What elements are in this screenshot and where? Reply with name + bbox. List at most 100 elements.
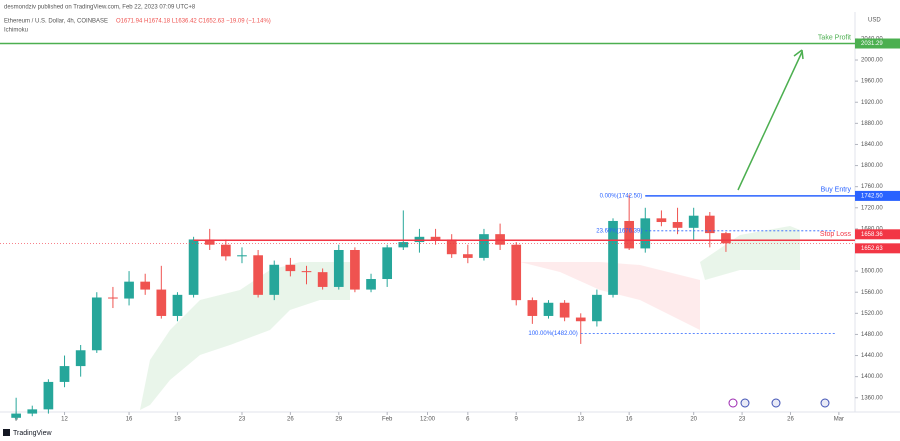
price-tag-label: 1658.36 — [861, 232, 883, 238]
candle-body — [221, 244, 231, 257]
y-tick-label: 1960.00 — [861, 79, 883, 85]
level-name: Buy Entry — [821, 187, 852, 194]
x-tick-label: 16 — [126, 417, 133, 423]
y-tick-label: 1840.00 — [861, 142, 883, 148]
candle-body — [721, 233, 731, 244]
candle-body — [237, 255, 247, 257]
x-tick-label: Mar — [834, 417, 844, 423]
cloud — [520, 262, 700, 330]
y-tick-label: 1480.00 — [861, 332, 883, 338]
candle-body — [446, 239, 457, 255]
price-tag-label: 2031.29 — [861, 41, 883, 47]
cloud — [700, 226, 800, 280]
y-tick-label: 1600.00 — [861, 269, 883, 275]
candle-body — [527, 300, 538, 316]
publisher: desmondziv published on TradingView.com,… — [4, 5, 196, 11]
x-tick-label: 12:00 — [420, 417, 436, 423]
candle-body — [124, 281, 134, 299]
currency: USD — [868, 18, 881, 24]
y-tick-label: 1400.00 — [861, 374, 883, 380]
y-tick-label: 1360.00 — [861, 395, 883, 401]
candle-body — [11, 413, 21, 418]
brand: TradingView — [13, 430, 52, 437]
candle-body — [479, 234, 489, 258]
x-tick-label: 29 — [335, 417, 342, 423]
candle-body — [333, 249, 344, 287]
ohlc: O1671.94 H1674.18 L1636.42 C1652.63 −19.… — [116, 19, 271, 25]
y-tick-label: 1560.00 — [861, 290, 883, 296]
candle-body — [43, 381, 54, 410]
candle-body — [140, 281, 151, 290]
event-icon — [740, 398, 750, 408]
candle-body — [301, 271, 312, 273]
candle-body — [27, 409, 38, 414]
x-tick-label: 26 — [787, 417, 794, 423]
fib-label: 100.00%(1482.00) — [528, 331, 577, 337]
candle-body — [350, 249, 360, 290]
x-tick-label: 16 — [626, 417, 633, 423]
candle-body — [495, 234, 505, 245]
candle-body — [688, 215, 699, 228]
x-tick-label: 23 — [739, 417, 746, 423]
price-tag-label: 1742.50 — [861, 193, 883, 199]
candle-body — [592, 294, 602, 322]
x-tick-label: 23 — [239, 417, 246, 423]
x-tick-label: 19 — [174, 417, 181, 423]
y-tick-label: 2000.00 — [861, 58, 883, 64]
y-tick-label: 1920.00 — [861, 100, 883, 106]
cloud — [140, 262, 350, 410]
candle-body — [672, 222, 683, 228]
candle-body — [430, 236, 441, 240]
arrow-head — [793, 49, 804, 60]
y-tick-label: 1880.00 — [861, 121, 883, 127]
x-tick-label: 26 — [287, 417, 294, 423]
candle-body — [108, 297, 118, 299]
x-tick-label: 12 — [61, 417, 68, 423]
candle-body — [398, 242, 409, 248]
price-tag — [855, 38, 900, 49]
y-tick-label: 1720.00 — [861, 205, 883, 211]
price-tag — [855, 243, 900, 254]
candle-body — [414, 236, 425, 243]
candle-body — [608, 220, 618, 295]
candle-body — [269, 264, 280, 295]
candle-body — [285, 264, 296, 272]
level-name: Stop Loss — [820, 231, 852, 238]
y-tick-label: 1760.00 — [861, 184, 883, 190]
candle-body — [462, 254, 473, 258]
candle-body — [543, 302, 554, 316]
x-tick-label: Feb — [382, 417, 393, 423]
price-tag — [855, 190, 900, 201]
candle-body — [656, 218, 667, 223]
candle-body — [366, 279, 376, 290]
candle-body — [317, 272, 328, 287]
price-tag-label: 1652.63 — [861, 246, 883, 252]
candle-body — [156, 289, 167, 316]
event-icon — [728, 398, 738, 408]
candle-body — [91, 297, 102, 351]
symbol: Ethereum / U.S. Dollar, 4h, COINBASE — [4, 19, 108, 25]
fib-label: 23.60%(1676.39) — [596, 228, 642, 234]
arrow — [737, 51, 803, 191]
candle-body — [511, 244, 522, 301]
y-tick-label: 1800.00 — [861, 163, 883, 169]
x-tick-label: 13 — [577, 417, 584, 423]
x-tick-label: 9 — [515, 417, 519, 423]
x-tick-label: 20 — [690, 417, 697, 423]
candle-body — [172, 294, 183, 316]
candle-body — [204, 239, 215, 245]
fib-label: 0.00%(1742.50) — [600, 193, 643, 199]
candle-body — [575, 317, 586, 322]
candle-body — [75, 350, 86, 367]
candle-body — [59, 366, 70, 382]
candle-body — [253, 255, 263, 295]
candle-body — [382, 247, 393, 280]
event-icon — [771, 398, 781, 408]
candle-body — [624, 220, 634, 249]
candle-body — [704, 215, 715, 234]
y-tick-label: 1440.00 — [861, 353, 883, 359]
candle-body — [559, 302, 570, 318]
y-tick-label: 1520.00 — [861, 311, 883, 317]
event-icon — [820, 398, 830, 408]
